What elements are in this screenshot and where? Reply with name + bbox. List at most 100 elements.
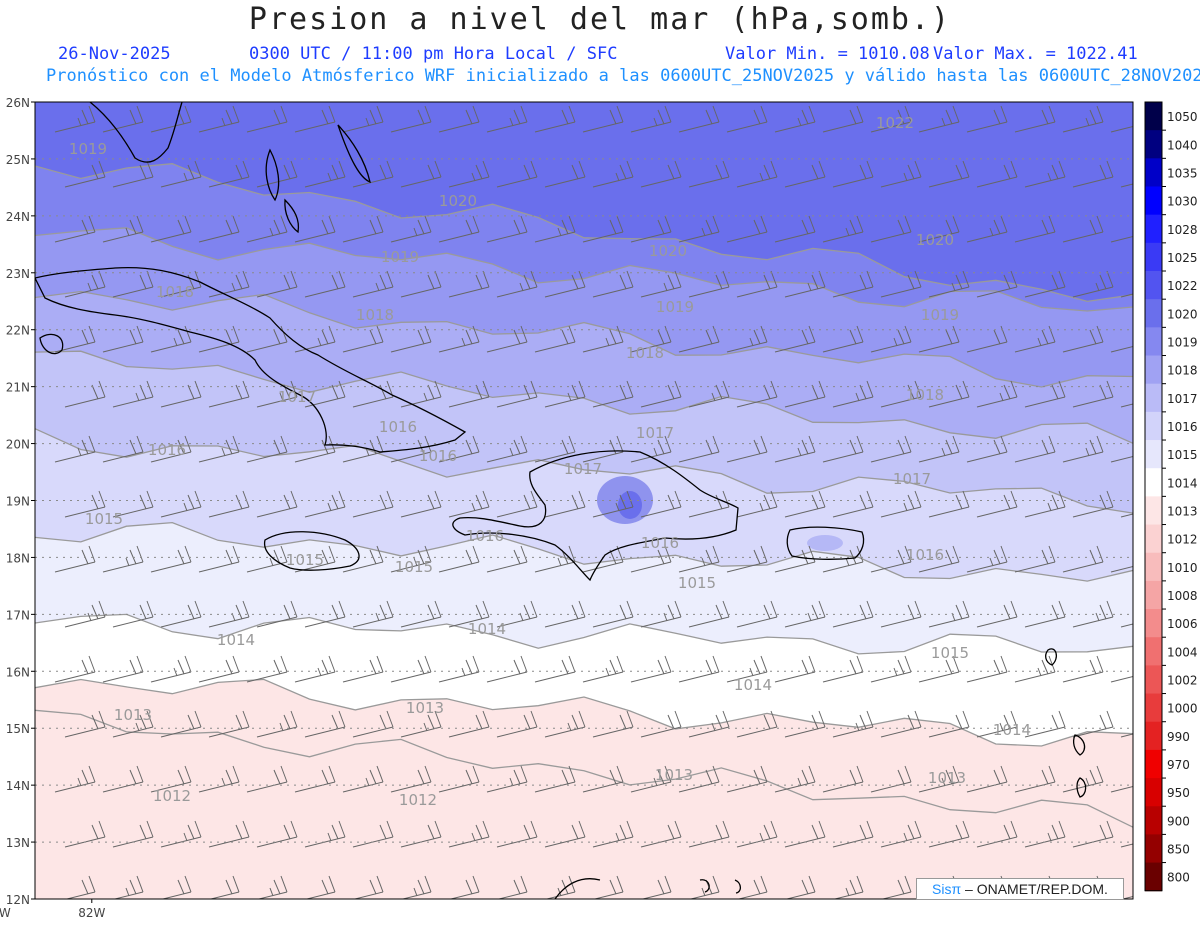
wind-barb [496,270,538,298]
wind-barb [352,875,384,899]
wind-barb [496,875,528,899]
wind-barb [160,490,202,518]
isobar-label: 1016 [641,534,679,552]
colorbar-label: 800 [1167,871,1190,885]
isobar-label: 1014 [734,676,772,694]
colorbar-swatch [1145,552,1162,582]
wind-barb [448,490,490,518]
wind-barb [1120,183,1133,188]
colorbar-swatch [1145,806,1162,835]
lesser-antilles-3 [1076,777,1087,798]
wind-barb [976,380,1018,408]
andros-island [265,148,280,202]
wind-barb [438,215,480,243]
colorbar-swatch [1145,214,1162,244]
colorbar-label: 1004 [1167,645,1198,659]
wind-barb [880,380,922,408]
wind-barb [342,655,384,683]
wind-barb [1110,455,1133,463]
graticule [35,158,1133,843]
colorbar-swatch [1145,609,1162,638]
max-value: Valor Max. = 1022.41 [933,44,1138,64]
isobar-label: 1017 [278,388,316,406]
wind-barb [150,435,192,463]
colorbar: 1050 1040 1035 1030 1028 1025 1022 1020 1019 1018… [1144,101,1198,892]
colorbar-label: 1040 [1167,138,1198,152]
brand-text: – ONAMET/REP.DOM. [961,881,1108,897]
wind-barb [390,545,432,573]
wind-barb [448,710,490,738]
wind-barb [822,435,864,463]
wind-barb [832,710,874,738]
wind-barb [966,325,1008,353]
wind-barb [544,600,586,628]
lat-label: 14N [6,779,30,793]
wind-barb [832,820,874,848]
colorbar-label: 990 [1167,730,1190,744]
wind-barb [1110,235,1133,243]
colorbar-label: 950 [1167,786,1190,800]
wind-barb [640,820,682,848]
wind-barb [486,435,528,463]
wind-barb [688,270,730,298]
wind-barb [918,325,960,353]
wind-barb [294,765,336,793]
wind-barb [534,435,576,463]
wind-barb [822,545,864,573]
band-fill [35,710,1133,899]
wind-barb [400,600,442,628]
wind-barb [304,820,346,848]
wind-barb [438,325,480,353]
wind-barb [640,875,672,899]
isobar-label: 1013 [928,769,966,787]
wind-barb [736,380,778,408]
isobar-labels: 1022 1020 1020 1020 1019 1019 1019 1019 1018 1018… [69,114,1031,809]
wind-barb [1014,325,1056,353]
wind-barb [102,325,144,353]
wind-barb [918,435,960,463]
isobar [35,350,1133,444]
wind-barb [640,710,682,738]
wind-barb [112,600,154,628]
wind-barb [208,380,250,408]
wind-barb [102,765,144,793]
colorbar-label: 1013 [1167,504,1198,518]
wind-barb [1024,270,1066,298]
wind-barb [1072,490,1114,518]
isobar-label: 1019 [656,298,694,316]
lat-label: 12N [6,893,30,907]
wind-barb [592,270,634,298]
isobar-label: 1016 [466,527,504,545]
isobar-label: 1016 [419,447,457,465]
isobar [35,521,1133,582]
wind-barb [400,160,442,188]
lon-label: 82W [78,906,105,920]
isobar-label: 1015 [678,574,716,592]
wind-barb [678,655,720,683]
isobar-label: 1019 [921,306,959,324]
wind-barb [54,435,96,463]
isobar [35,709,1133,828]
wind-barb [390,105,432,133]
wind-barb [928,380,970,408]
wind-barb [592,820,634,848]
wind-barb [640,380,682,408]
wind-barb [774,765,816,793]
isobar-label: 1013 [114,706,152,724]
colorbar-label: 1020 [1167,307,1198,321]
wind-barb [438,655,480,683]
wind-barb [966,215,1008,243]
isobar-label: 1016 [379,418,417,436]
wind-barb [112,160,154,188]
colorbar-label: 1002 [1167,673,1198,687]
colorbar-label: 1019 [1167,335,1198,349]
wind-barb [102,105,144,133]
wind-barb [918,545,960,573]
wind-barb [928,270,970,298]
isobar-label: 1019 [381,248,419,266]
isobar-label: 1020 [649,242,687,260]
forecast-date: 26-Nov-2025 [58,44,171,64]
wind-barb [678,215,720,243]
colorbar-label: 1022 [1167,279,1198,293]
